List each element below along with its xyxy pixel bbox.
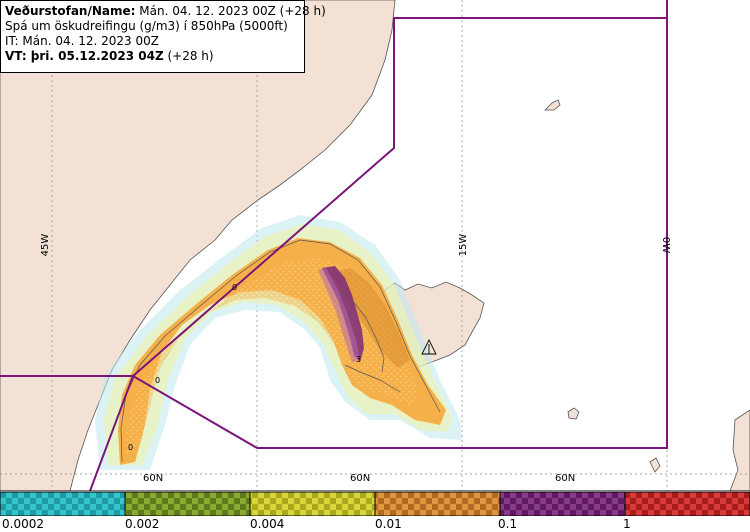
ash-plume-mid <box>332 268 410 368</box>
legend-swatch-4 <box>499 492 626 516</box>
meridian-label-0w: 0W <box>660 237 671 253</box>
run-time-value: Mán. 04. 12. 2023 00Z (+28 h) <box>139 4 326 18</box>
faroe-islands <box>567 407 580 420</box>
info-line-product: Spá um öskudreifingu (g/m3) í 850hPa (50… <box>5 19 288 33</box>
legend-swatch-3 <box>374 492 501 516</box>
legend-label-0: 0.0002 <box>2 517 44 531</box>
legend-label-3: 0.01 <box>375 517 402 531</box>
legend-label-4: 0.1 <box>498 517 518 531</box>
legend-swatch-1 <box>124 492 251 516</box>
legend-swatch-5 <box>624 492 750 516</box>
concentration-legend: 0.0002 0.002 0.004 0.01 0.1 1 <box>0 491 750 532</box>
ash-contours <box>120 239 441 463</box>
legend-color-bar <box>0 492 750 516</box>
contour-label-4: 3 <box>356 355 361 364</box>
meridian-label-45w: 45W <box>40 234 51 257</box>
volcano-marker <box>421 338 437 355</box>
fir-boundaries <box>0 0 668 491</box>
legend-label-1: 0.002 <box>125 517 160 531</box>
parallel-label-1: 60N <box>143 473 163 484</box>
greenland-landmass <box>0 0 396 491</box>
norway-coast-islet <box>649 457 661 473</box>
info-line-name: Veðurstofan/Name: Mán. 04. 12. 2023 00Z … <box>5 4 326 19</box>
legend-swatch-0 <box>0 492 126 516</box>
forecast-info-box: Veðurstofan/Name: Mán. 04. 12. 2023 00Z … <box>0 0 326 73</box>
ash-plume-high-fringe <box>318 268 360 362</box>
legend-label-5: 1 <box>623 517 631 531</box>
office-label: Veðurstofan/Name: <box>5 4 136 18</box>
info-line-initial-time: IT: Mán. 04. 12. 2023 00Z <box>5 34 159 48</box>
info-line-valid-time: VT: þri. 05.12.2023 04Z (+28 h) <box>5 49 300 64</box>
jan-mayen-island <box>544 99 561 111</box>
contour-label-3: 0 <box>128 443 133 452</box>
legend-swatch-2 <box>249 492 376 516</box>
parallel-label-3: 60N <box>555 473 575 484</box>
valid-time-label: VT: þri. 05.12.2023 04Z <box>5 49 164 63</box>
parallel-label-2: 60N <box>350 473 370 484</box>
contour-label-1: 0 <box>232 283 237 292</box>
contour-label-2: 0 <box>155 376 160 385</box>
shetland-coast <box>729 409 750 491</box>
valid-time-offset: (+28 h) <box>167 49 214 63</box>
legend-label-2: 0.004 <box>250 517 285 531</box>
meridian-label-15w: 15W <box>458 234 469 257</box>
